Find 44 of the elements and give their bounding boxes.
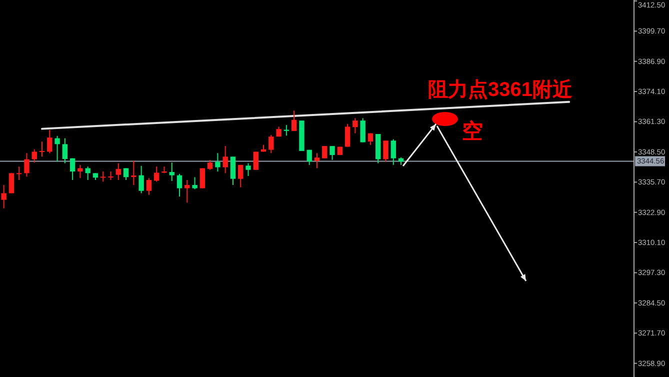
candlestick (383, 140, 388, 162)
candlestick (238, 164, 244, 188)
candlestick (184, 180, 190, 204)
candlestick (192, 176, 198, 190)
candlestick (330, 146, 335, 160)
candlestick (8, 172, 14, 194)
annotation: 阻力点3361附近 (428, 78, 572, 101)
annotation: 空 (462, 119, 483, 143)
candlestick (306, 149, 312, 166)
candlestick (16, 166, 22, 181)
candlestick (176, 173, 182, 198)
candlestick (78, 164, 83, 179)
candlestick (200, 168, 206, 189)
candlestick (253, 151, 258, 170)
candlestick (54, 135, 60, 162)
candlestick (138, 165, 144, 194)
candlestick (70, 158, 76, 181)
candlestick (47, 129, 52, 154)
candlestick (154, 166, 160, 182)
candlestick (116, 162, 121, 181)
candlestick (24, 152, 30, 178)
candlestick (230, 156, 236, 186)
candlestick (32, 148, 37, 164)
candlestick (222, 146, 228, 174)
candlestick (123, 168, 129, 181)
candlestick (39, 141, 45, 158)
candlestick (146, 178, 152, 196)
candlestick (207, 159, 213, 170)
candlestick (215, 152, 220, 172)
candlestick (169, 162, 174, 182)
candlestick (62, 138, 68, 164)
candlestick (314, 152, 320, 169)
candlestick (1, 184, 6, 209)
candlestick (131, 160, 136, 186)
candlestick (100, 171, 106, 182)
candlestick (322, 146, 328, 159)
candlestick (268, 134, 274, 154)
candlestick (85, 166, 90, 181)
candlestick (390, 138, 396, 166)
candlestick (344, 123, 350, 148)
candlestick (246, 162, 251, 176)
candlestick (360, 118, 366, 143)
candlestick (352, 118, 358, 134)
candlestick (291, 110, 297, 132)
